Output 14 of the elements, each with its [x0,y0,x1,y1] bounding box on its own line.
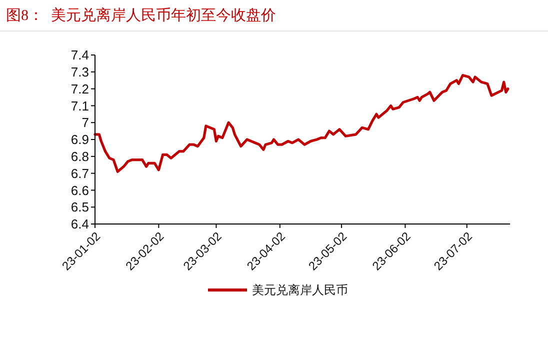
y-tick-label: 7 [82,115,89,130]
legend-label: 美元兑离岸人民币 [252,283,348,298]
y-tick-label: 7.1 [70,98,89,114]
y-tick-label: 7.2 [70,81,89,96]
y-tick-label: 6.6 [70,182,89,198]
y-tick-label: 6.4 [70,216,89,232]
y-tick-label: 6.9 [70,132,89,148]
y-tick-label: 6.5 [70,200,89,215]
y-tick-label: 6.8 [70,148,89,164]
y-tick-label: 7.3 [70,64,89,80]
line-series [94,74,510,173]
y-tick-label: 6.7 [70,166,89,181]
y-tick-label: 7.4 [70,48,89,63]
chart-title: 图8： 美元兑离岸人民币年初至今收盘价 [6,7,276,24]
